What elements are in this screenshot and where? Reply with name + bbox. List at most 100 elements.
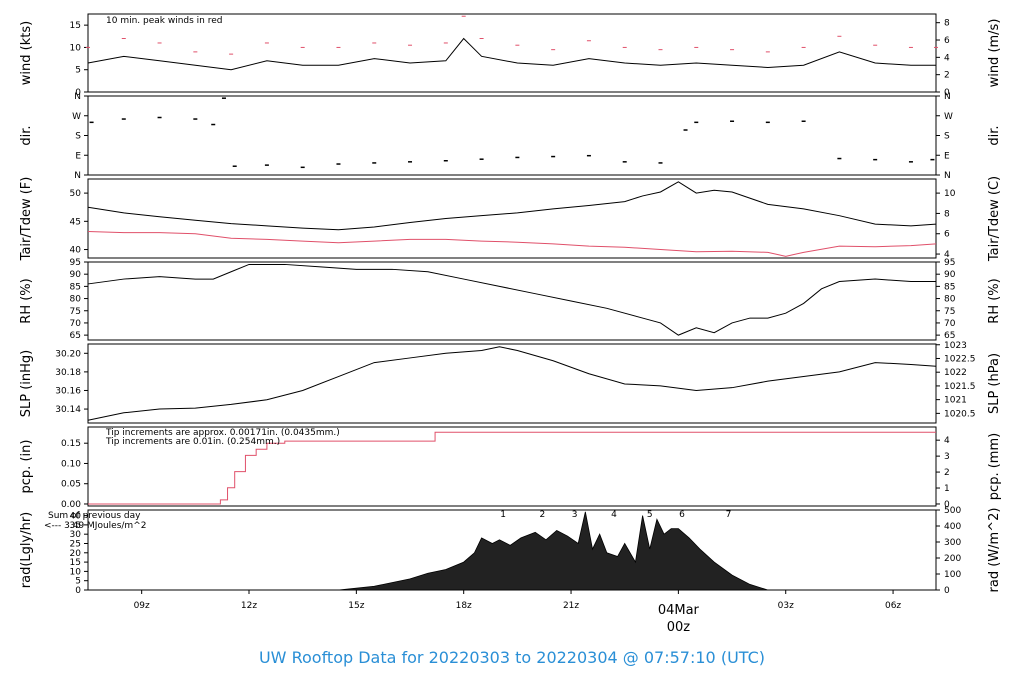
y2-axis-label-rad: rad (W/m^2) [987, 508, 1002, 593]
y-tick-label-dir: W [72, 112, 81, 122]
y-axis-label-temp: Tair/Tdew (F) [19, 177, 34, 262]
y-axis-label-dir: dir. [19, 125, 34, 145]
y2-axis-label-wind: wind (m/s) [987, 19, 1002, 88]
y2-tick-label-pcp: 3 [944, 452, 950, 462]
panel-frame-pcp [87, 426, 937, 507]
y-tick-label-pcp: 0.05 [61, 480, 81, 490]
y2-tick-label-rh: 65 [944, 331, 955, 341]
y-tick-label-dir: N [74, 92, 81, 102]
y2-tick-label-rh: 85 [944, 282, 955, 292]
y2-tick-label-wind: 8 [944, 19, 950, 29]
y-tick-label-pcp: 0.15 [61, 439, 81, 449]
y2-tick-label-slp: 1020.5 [944, 409, 976, 419]
y2-tick-label-wind: 2 [944, 71, 950, 81]
series-line-pcp-0 [88, 431, 936, 505]
x-tick-label: 12z [241, 601, 257, 611]
y2-axis-label-temp: Tair/Tdew (C) [987, 176, 1002, 262]
page-title: UW Rooftop Data for 20220303 to 20220304… [258, 648, 766, 667]
x-tick-label: 21z [563, 601, 579, 611]
y-tick-label-rh: 70 [70, 319, 82, 329]
y2-tick-label-slp: 1022 [944, 368, 967, 378]
y-tick-label-wind: 0 [75, 88, 81, 98]
y2-tick-label-dir: S [944, 132, 950, 142]
x-tick-label: 15z [348, 601, 364, 611]
y-tick-label-rad: 5 [75, 577, 81, 587]
date-label: 04Mar [658, 603, 700, 618]
y-tick-label-temp: 50 [70, 189, 82, 199]
y2-axis-label-rh: RH (%) [987, 278, 1002, 323]
y2-tick-label-rad: 200 [944, 554, 961, 564]
y-tick-label-rh: 90 [70, 270, 82, 280]
y-tick-label-dir: S [75, 132, 81, 142]
rad-marker: 6 [679, 510, 685, 520]
y-tick-label-rad: 35 [70, 521, 81, 531]
y2-tick-label-rad: 500 [944, 506, 961, 516]
y-tick-label-rad: 15 [70, 558, 81, 568]
wind-annotation: 10 min. peak winds in red [106, 16, 223, 26]
y-tick-label-wind: 5 [75, 66, 81, 76]
y2-tick-label-pcp: 4 [944, 436, 950, 446]
y-tick-label-dir: N [74, 171, 81, 181]
y2-tick-label-temp: 8 [944, 209, 950, 219]
y2-tick-label-slp: 1021.5 [944, 382, 976, 392]
y2-tick-label-pcp: 0 [944, 500, 950, 510]
y-tick-label-rh: 85 [70, 282, 81, 292]
y-tick-label-wind: 10 [70, 43, 82, 53]
panel-frame-wind [87, 13, 937, 93]
y2-tick-label-rad: 0 [944, 586, 950, 596]
panel-frame-rh [87, 261, 937, 341]
y-tick-label-rad: 40 [70, 512, 82, 522]
y-tick-label-slp: 30.14 [55, 405, 81, 415]
y2-tick-label-pcp: 2 [944, 468, 950, 478]
y2-tick-label-rh: 80 [944, 295, 956, 305]
y2-tick-label-rad: 100 [944, 570, 961, 580]
panel-frame-dir [87, 95, 937, 176]
y2-tick-label-dir: W [944, 112, 953, 122]
y-tick-label-rad: 20 [70, 549, 82, 559]
rad-marker: 1 [500, 510, 506, 520]
y2-tick-label-dir: N [944, 171, 951, 181]
panel-frame-temp [87, 178, 937, 259]
y-tick-label-rad: 30 [70, 530, 82, 540]
rad-marker: 2 [540, 510, 546, 520]
y-tick-label-rad: 10 [70, 567, 82, 577]
y2-tick-label-wind: 4 [944, 53, 950, 63]
y2-tick-label-temp: 4 [944, 250, 950, 260]
x-tick-label: 09z [134, 601, 150, 611]
y-tick-label-rh: 65 [70, 331, 81, 341]
y-tick-label-rh: 95 [70, 258, 81, 268]
y-axis-label-rad: rad(Lgly/hr) [19, 512, 34, 588]
y2-tick-label-slp: 1023 [944, 341, 967, 351]
y-tick-label-slp: 30.18 [55, 368, 81, 378]
y2-tick-label-rh: 70 [944, 319, 956, 329]
series-line-slp-0 [87, 346, 937, 421]
y2-tick-label-temp: 10 [944, 189, 956, 199]
y2-tick-label-wind: 0 [944, 88, 950, 98]
y-axis-label-slp: SLP (inHg) [19, 350, 34, 418]
pcp-annotation: Tip increments are approx. 0.00171in. (0… [105, 428, 340, 438]
x-tick-label: 18z [456, 601, 472, 611]
y-axis-label-rh: RH (%) [19, 278, 34, 323]
rad-marker: 5 [647, 510, 653, 520]
x-tick-label: 03z [778, 601, 794, 611]
x-tick-label: 00z [667, 620, 691, 635]
y2-tick-label-dir: E [944, 151, 950, 161]
x-tick-label: 06z [885, 601, 901, 611]
rad-marker: 3 [572, 510, 578, 520]
y-tick-label-slp: 30.16 [55, 386, 81, 396]
series-line-temp-1 [87, 230, 937, 257]
y2-axis-label-pcp: pcp. (mm) [987, 433, 1002, 500]
y2-tick-label-pcp: 1 [944, 484, 950, 494]
y-tick-label-rad: 0 [75, 586, 81, 596]
y-tick-label-temp: 45 [70, 217, 81, 227]
y2-tick-label-rh: 95 [944, 258, 955, 268]
rad-summary-line2: <--- 3.49 MJoules/m^2 [44, 521, 146, 531]
rad-marker: 4 [611, 510, 617, 520]
y-tick-label-pcp: 0.00 [61, 500, 81, 510]
panel-frame-slp [87, 343, 937, 424]
series-line-rh-0 [87, 263, 936, 336]
y-tick-label-temp: 40 [70, 246, 82, 256]
y-tick-label-rh: 75 [70, 307, 81, 317]
y2-tick-label-rad: 300 [944, 538, 961, 548]
rad-marker: 7 [726, 510, 732, 520]
